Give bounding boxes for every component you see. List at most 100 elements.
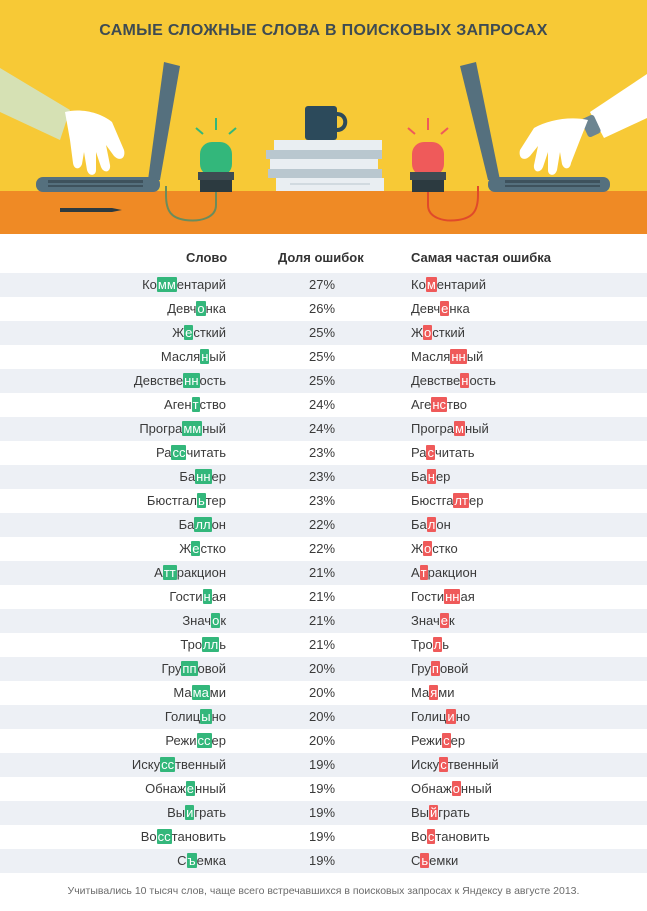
table-row: Искусственный 19% Искуственный xyxy=(0,753,647,777)
wrong-letters-part: он xyxy=(436,517,451,532)
laptop-icon xyxy=(36,62,180,192)
mistake-cell: Банер xyxy=(411,465,450,489)
wrong-letters-part: Девч xyxy=(411,301,441,316)
wrong-letters-part: Аге xyxy=(411,397,432,412)
error-share-cell: 25% xyxy=(308,373,336,388)
wrong-letters-highlight: с xyxy=(426,445,435,460)
error-share-cell: 23% xyxy=(308,445,336,460)
correct-letters-highlight: лл xyxy=(194,517,212,532)
error-share-cell: 22% xyxy=(308,517,336,532)
table-row: Бюстгальтер 23% Бюстгалтер xyxy=(0,489,647,513)
error-share-cell: 20% xyxy=(308,685,336,700)
word-cell: Девчонка xyxy=(167,297,226,321)
word-cell: Масляный xyxy=(161,345,226,369)
desk xyxy=(0,191,647,234)
wrong-letters-part: Бюстга xyxy=(411,493,454,508)
table-row: Выиграть 19% Выйграть xyxy=(0,801,647,825)
table-row: Мамами 20% Маями xyxy=(0,681,647,705)
correct-letters-part: сткий xyxy=(193,325,226,340)
left-hand-icon xyxy=(0,68,125,175)
correct-letters-part: ер xyxy=(211,469,226,484)
header-illustration: САМЫЕ СЛОЖНЫЕ СЛОВА В ПОИСКОВЫХ ЗАПРОСАХ xyxy=(0,0,647,234)
correct-letters-highlight: ь xyxy=(196,493,206,508)
wrong-letters-highlight: с xyxy=(442,733,451,748)
wrong-letters-part: Ж xyxy=(411,325,424,340)
wrong-letters-part: грать xyxy=(438,805,470,820)
correct-letters-part: ный xyxy=(202,421,226,436)
wrong-letters-highlight: е xyxy=(440,301,450,316)
correct-letters-part: Голиц xyxy=(164,709,201,724)
correct-letters-highlight: нн xyxy=(195,469,212,484)
table-row: Значок 21% Значек xyxy=(0,609,647,633)
correct-letters-part: Знач xyxy=(182,613,212,628)
table-row: Комментарий 27% Коментарий xyxy=(0,273,647,297)
word-cell: Баллон xyxy=(179,513,226,537)
laptop-icon xyxy=(460,62,610,192)
correct-letters-part: Бюстгал xyxy=(146,493,197,508)
error-share-cell: 20% xyxy=(308,661,336,676)
wrong-letters-highlight: п xyxy=(430,661,440,676)
mug-icon xyxy=(305,106,348,140)
correct-letters-part: Програ xyxy=(139,421,183,436)
correct-letters-part: Иску xyxy=(131,757,161,772)
word-cell: Рассчитать xyxy=(156,441,226,465)
correct-letters-highlight: сс xyxy=(160,757,176,772)
error-share-cell: 19% xyxy=(308,805,336,820)
wrong-letters-part: Девстве xyxy=(411,373,461,388)
correct-letters-part: стко xyxy=(200,541,226,556)
mistake-cell: Режисер xyxy=(411,729,465,753)
table-row: Баллон 22% Балон xyxy=(0,513,647,537)
correct-letters-highlight: о xyxy=(196,301,206,316)
wrong-letters-part: ый xyxy=(466,349,484,364)
correct-letters-part: Ра xyxy=(156,445,172,460)
word-cell: Обнаженный xyxy=(145,777,226,801)
column-header-word: Слово xyxy=(186,250,228,265)
correct-letters-part: Гости xyxy=(169,589,203,604)
correct-letters-part: А xyxy=(154,565,163,580)
correct-letters-highlight: сс xyxy=(156,829,172,844)
table-row: Масляный 25% Маслянный xyxy=(0,345,647,369)
mistake-cell: Востановить xyxy=(411,825,490,849)
wrong-letters-part: Иску xyxy=(411,757,440,772)
mistake-cell: Маслянный xyxy=(411,345,483,369)
wrong-letters-part: Во xyxy=(411,829,427,844)
wrong-letters-part: тво xyxy=(447,397,467,412)
table-row: Баннер 23% Банер xyxy=(0,465,647,489)
mistake-cell: Девченка xyxy=(411,297,470,321)
word-cell: Аттракцион xyxy=(154,561,226,585)
correct-letters-highlight: ма xyxy=(191,685,210,700)
wrong-letters-part: ость xyxy=(469,373,496,388)
word-cell: Баннер xyxy=(179,465,226,489)
correct-letters-part: читать xyxy=(186,445,226,460)
mistake-cell: Значек xyxy=(411,609,455,633)
wrong-letters-part: овой xyxy=(439,661,469,676)
wrong-letters-highlight: о xyxy=(451,781,461,796)
wrong-letters-part: Програ xyxy=(411,421,455,436)
correct-letters-highlight: е xyxy=(184,325,194,340)
wrong-letters-part: твенный xyxy=(447,757,499,772)
correct-letters-part: Девстве xyxy=(133,373,184,388)
mistake-cell: Жостко xyxy=(411,537,458,561)
word-cell: Значок xyxy=(182,609,226,633)
table-row: Агентство 24% Агенство xyxy=(0,393,647,417)
correct-letters-part: ми xyxy=(209,685,226,700)
wrong-letters-highlight: й xyxy=(429,805,439,820)
mistake-cell: Девственость xyxy=(411,369,496,393)
correct-letters-part: Во xyxy=(140,829,157,844)
table-row: Съемка 19% Сьемки xyxy=(0,849,647,873)
wrong-letters-part: ми xyxy=(438,685,455,700)
wrong-letters-part: нка xyxy=(449,301,470,316)
wrong-letters-highlight: нн xyxy=(450,349,467,364)
table-row: Обнаженный 19% Обнажонный xyxy=(0,777,647,801)
correct-letters-part: но xyxy=(211,709,226,724)
mistake-cell: Атракцион xyxy=(411,561,477,585)
wrong-letters-highlight: и xyxy=(446,709,456,724)
correct-letters-part: ство xyxy=(199,397,226,412)
wrong-letters-highlight: м xyxy=(425,277,437,292)
word-cell: Гостиная xyxy=(169,585,226,609)
table-row: Гостиная 21% Гостинная xyxy=(0,585,647,609)
word-cell: Групповой xyxy=(162,657,226,681)
correct-letters-highlight: тт xyxy=(162,565,177,580)
error-share-cell: 19% xyxy=(308,829,336,844)
wrong-letters-part: читать xyxy=(434,445,475,460)
